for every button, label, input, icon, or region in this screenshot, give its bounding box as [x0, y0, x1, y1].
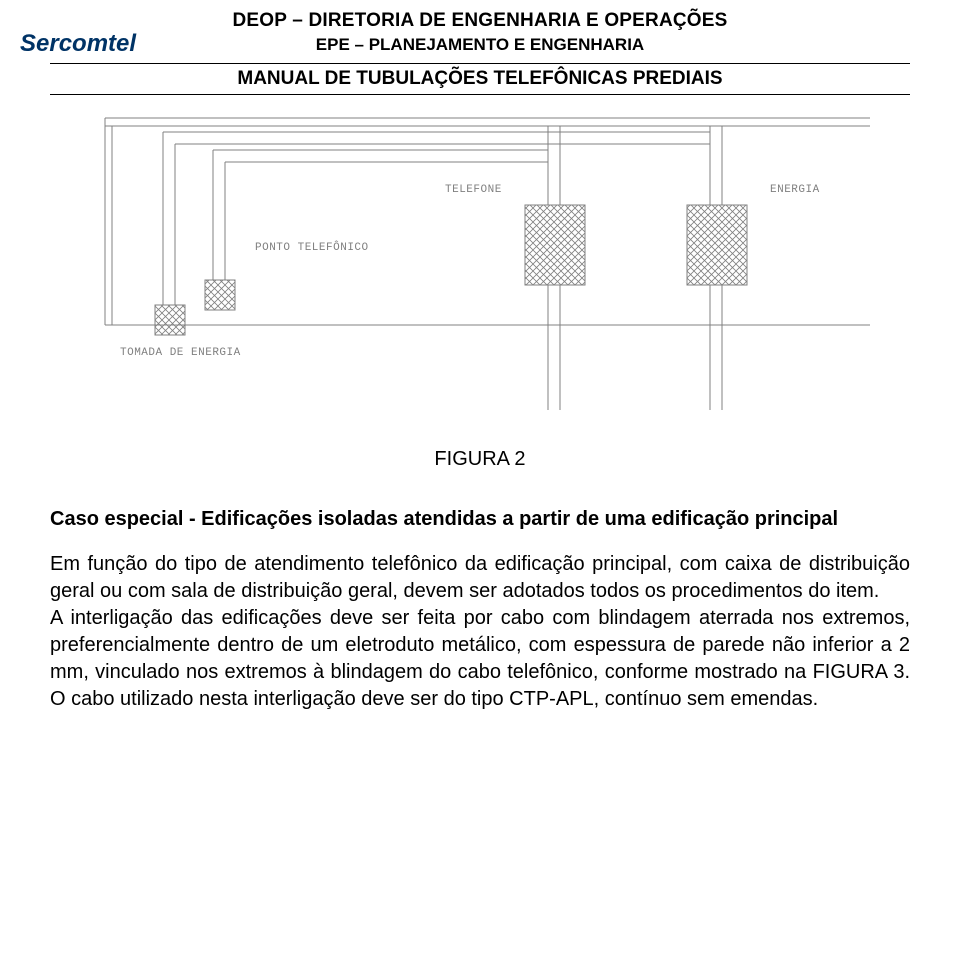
paragraph-2: A interligação das edificações deve ser …	[50, 605, 910, 713]
paragraph-1: Em função do tipo de atendimento telefôn…	[50, 551, 910, 605]
header-line2: EPE – PLANEJAMENTO E ENGENHARIA	[50, 35, 910, 55]
body-text: Em função do tipo de atendimento telefôn…	[50, 551, 910, 713]
title-rule-box: MANUAL DE TUBULAÇÕES TELEFÔNICAS PREDIAI…	[50, 63, 910, 95]
header-line1: DEOP – DIRETORIA DE ENGENHARIA E OPERAÇÕ…	[50, 10, 910, 32]
figure-diagram: TELEFONE ENERGIA PONTO TELEFÔNICO TOMADA…	[50, 110, 910, 420]
header-line3: MANUAL DE TUBULAÇÕES TELEFÔNICAS PREDIAI…	[50, 64, 910, 94]
label-ponto-telefonico: PONTO TELEFÔNICO	[255, 240, 369, 254]
figure-caption: FIGURA 2	[50, 448, 910, 471]
header-titles: DEOP – DIRETORIA DE ENGENHARIA E OPERAÇÕ…	[50, 10, 910, 95]
label-tomada-energia: TOMADA DE ENERGIA	[120, 347, 241, 359]
label-energia: ENERGIA	[770, 184, 820, 196]
label-telefone: TELEFONE	[445, 184, 502, 196]
diagram-svg: TELEFONE ENERGIA PONTO TELEFÔNICO TOMADA…	[50, 110, 910, 420]
brand-logo: Sercomtel	[20, 30, 136, 58]
section-subheading: Caso especial - Edificações isoladas ate…	[50, 506, 910, 533]
document-header: Sercomtel DEOP – DIRETORIA DE ENGENHARIA…	[50, 10, 910, 100]
